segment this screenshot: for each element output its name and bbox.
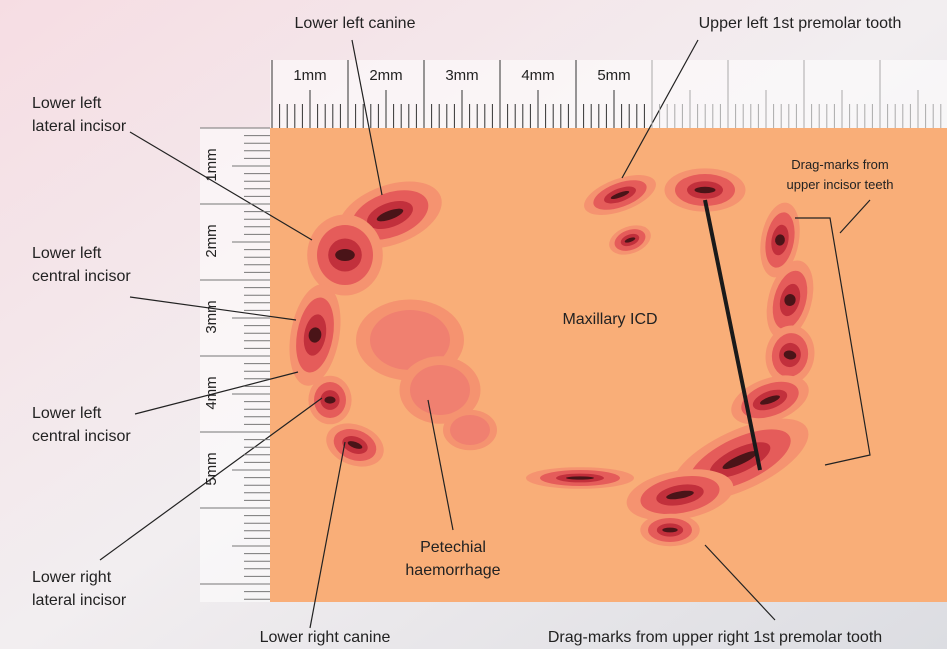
annotation: Drag-marks from upper right 1st premolar… [548,629,882,646]
annotation: Lower left canine [295,15,416,32]
annotation: Lower right canine [260,629,391,646]
bracket [795,217,871,466]
ruler-label: 5mm [203,452,220,485]
annotation: haemorrhage [405,562,500,579]
annotation: Upper left 1st premolar tooth [699,15,902,32]
ruler-label: 5mm [597,67,630,84]
bruise-core [775,234,785,246]
annotation: Lower left [32,245,102,262]
center-label: Maxillary ICD [562,311,657,328]
leader-line [839,199,871,234]
bruise-core [666,490,694,500]
leader-line [351,39,383,196]
ruler-label: 2mm [369,67,402,84]
bruise-core [784,294,796,306]
leader-line [99,397,323,561]
bruise-core [722,450,758,470]
bruise-core [347,441,363,449]
annotation: upper incisor teeth [787,177,894,192]
leader-line [427,399,454,531]
leader-line [134,371,299,415]
annotation: Petechial [420,539,486,556]
bruise-core [624,237,636,243]
bruise-core [662,527,678,533]
annotation: Drag-marks from [791,157,889,172]
leader-line [704,544,776,621]
annotation: Lower left [32,405,102,422]
icd-line [703,199,762,471]
bruise-core [610,190,630,200]
bruise [410,365,470,415]
annotation: lateral incisor [32,592,127,609]
leader-line [129,131,313,241]
bruise-core [324,396,336,404]
ruler-label: 2mm [203,224,220,257]
bruise-core [760,395,780,405]
ruler-label: 3mm [445,67,478,84]
bruise-core [694,186,716,194]
ruler-label: 1mm [203,148,220,181]
ruler-label: 4mm [521,67,554,84]
ruler-label: 1mm [293,67,326,84]
leader-line [129,296,297,321]
bruise-core [376,208,404,222]
ruler-label: 4mm [203,376,220,409]
annotation: Lower right [32,569,112,586]
bite-marks [289,168,815,547]
bruise-core [783,350,797,360]
bruise [450,415,490,445]
leader-line [309,441,346,629]
ruler-label: 3mm [203,300,220,333]
annotation: central incisor [32,428,131,445]
annotation: Lower left [32,95,102,112]
bruise-core [566,476,594,480]
bruise-core [335,249,355,261]
annotation: lateral incisor [32,118,127,135]
bruise-core [308,327,322,343]
bruise [370,310,450,370]
annotation: central incisor [32,268,131,285]
